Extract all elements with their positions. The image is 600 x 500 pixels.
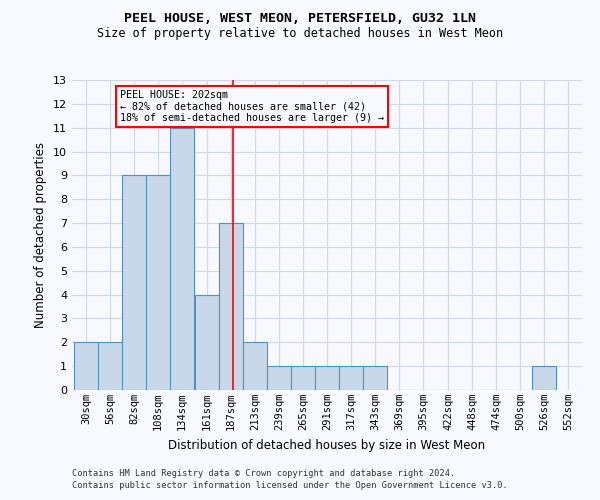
Y-axis label: Number of detached properties: Number of detached properties <box>34 142 47 328</box>
Bar <box>146 176 170 390</box>
Bar <box>98 342 122 390</box>
X-axis label: Distribution of detached houses by size in West Meon: Distribution of detached houses by size … <box>169 438 485 452</box>
Text: Contains public sector information licensed under the Open Government Licence v3: Contains public sector information licen… <box>72 481 508 490</box>
Bar <box>267 366 291 390</box>
Bar <box>195 294 218 390</box>
Bar <box>243 342 267 390</box>
Bar <box>291 366 315 390</box>
Text: Contains HM Land Registry data © Crown copyright and database right 2024.: Contains HM Land Registry data © Crown c… <box>72 468 455 477</box>
Text: PEEL HOUSE, WEST MEON, PETERSFIELD, GU32 1LN: PEEL HOUSE, WEST MEON, PETERSFIELD, GU32… <box>124 12 476 26</box>
Bar <box>122 176 146 390</box>
Bar <box>339 366 363 390</box>
Text: PEEL HOUSE: 202sqm
← 82% of detached houses are smaller (42)
18% of semi-detache: PEEL HOUSE: 202sqm ← 82% of detached hou… <box>120 90 384 122</box>
Bar <box>532 366 556 390</box>
Text: Size of property relative to detached houses in West Meon: Size of property relative to detached ho… <box>97 28 503 40</box>
Bar <box>315 366 339 390</box>
Bar <box>219 223 242 390</box>
Bar <box>170 128 194 390</box>
Bar <box>363 366 387 390</box>
Bar <box>74 342 98 390</box>
